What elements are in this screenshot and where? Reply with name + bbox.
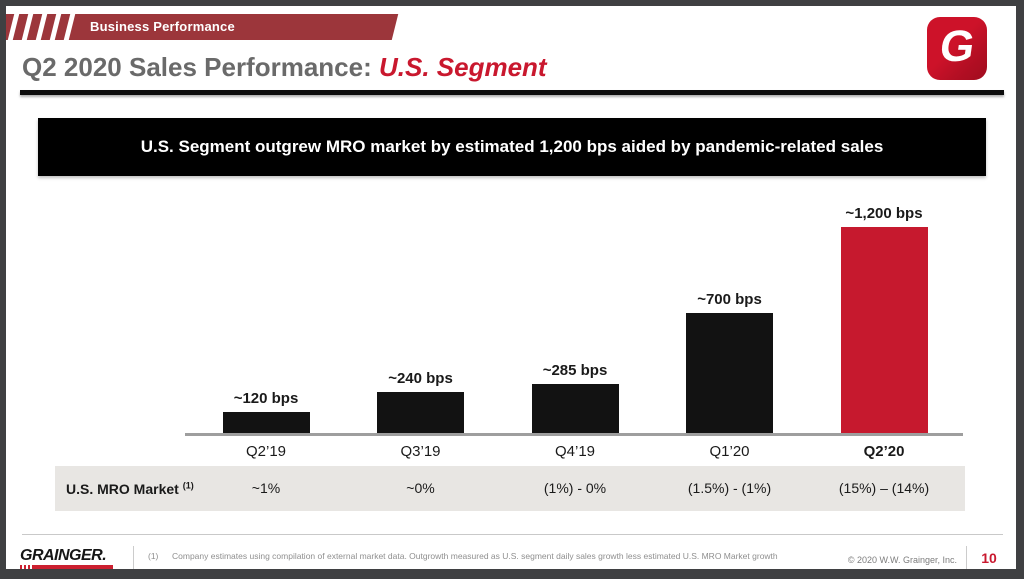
headline-text: U.S. Segment outgrew MRO market by estim… (140, 137, 884, 156)
grainger-wordmark-logo: GRAINGER. (20, 547, 124, 569)
x-axis-label-4: Q2’20 (863, 443, 905, 460)
grainger-wordmark-text: GRAINGER. (20, 547, 107, 564)
mro-market-value-4: (15%) – (14%) (838, 480, 930, 496)
mro-market-value-2: (1%) - 0% (543, 480, 607, 496)
slide: Business Performance G Q2 2020 Sales Per… (6, 6, 1016, 569)
chart-bar-3 (686, 313, 773, 433)
bar-value-label-4: ~1,200 bps (845, 205, 923, 222)
x-axis-label-1: Q3’19 (400, 443, 441, 460)
footnote-ref: (1) (148, 551, 159, 561)
mro-market-value-3: (1.5%) - (1%) (687, 480, 772, 496)
chart-bar-2 (531, 384, 619, 433)
bar-value-label-2: ~285 bps (542, 362, 608, 379)
mro-market-value-1: ~0% (406, 480, 435, 496)
grainger-underline-bar (34, 565, 113, 569)
bar-value-label-1: ~240 bps (388, 370, 453, 387)
bar-value-label-0: ~120 bps (233, 390, 299, 407)
mro-market-value-0: ~1% (251, 480, 281, 496)
footnote-text: Company estimates using compilation of e… (172, 551, 778, 561)
x-axis-label-3: Q1’20 (709, 443, 750, 460)
chart-bar-1 (377, 392, 464, 433)
page-title: Q2 2020 Sales Performance: U.S. Segment (22, 52, 547, 83)
grainger-g-logo-icon: G (927, 17, 987, 80)
mro-market-row-label: U.S. MRO Market (1) (66, 479, 194, 497)
footer-divider-right (966, 546, 967, 569)
x-axis-line (185, 433, 963, 436)
headline-banner: U.S. Segment outgrew MRO market by estim… (38, 118, 986, 176)
x-axis-label-0: Q2’19 (245, 443, 287, 460)
chart-bar-0 (222, 412, 310, 433)
bar-value-label-3: ~700 bps (697, 291, 762, 308)
footer-divider-left (133, 546, 134, 569)
x-axis-label-2: Q4’19 (554, 443, 596, 460)
page-title-accent: U.S. Segment (378, 52, 547, 82)
copyright-text: © 2020 W.W. Grainger, Inc. (847, 555, 957, 565)
mro-market-row: U.S. MRO Market (1) ~1% ~0% (1%) - 0% (1.5%… (55, 466, 965, 511)
page-title-main: Q2 2020 Sales Performance: (22, 52, 379, 82)
grainger-wordmark-underline-icon (20, 565, 113, 569)
chart-bar-4 (840, 227, 928, 433)
title-rule-divider (20, 90, 1004, 95)
bar-chart: ~120 bps Q2’19 ~240 bps Q3’19 ~285 bps Q4’19 ~… (6, 6, 1016, 569)
page-number: 10 (981, 550, 997, 566)
mro-market-label-text: U.S. MRO Market (66, 480, 179, 497)
mro-market-footnote-ref: (1) (182, 479, 194, 490)
footer-rule-divider (22, 534, 1003, 535)
grainger-underline-stripes (20, 565, 34, 569)
